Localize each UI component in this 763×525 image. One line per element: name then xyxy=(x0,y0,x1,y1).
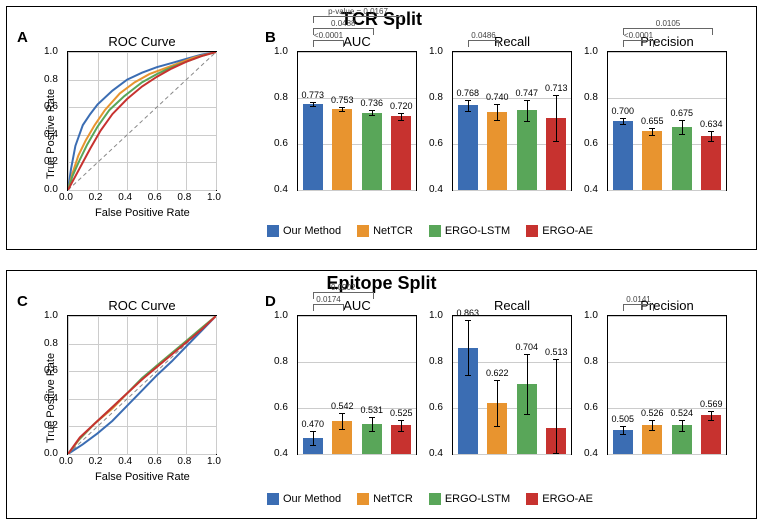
legend-item-ae: ERGO-AE xyxy=(526,225,593,237)
legend-item-net: NetTCR xyxy=(357,225,413,237)
figure: TCR Split A B ROC Curve 0.00.00.20.20.40… xyxy=(0,0,763,525)
roc-plot-a: 0.00.00.20.20.40.40.60.60.80.81.01.0 xyxy=(67,51,217,191)
panel-label-a: A xyxy=(17,29,28,46)
panel-label-d: D xyxy=(265,293,276,310)
bar-plot-auc-top: 0.40.60.81.00.7730.7530.7360.720<0.00010… xyxy=(297,51,417,191)
legend-item-ae: ERGO-AE xyxy=(526,493,593,505)
roc-xlabel-a: False Positive Rate xyxy=(95,207,190,219)
bar-plot-prec-bot: 0.40.60.81.00.5050.5260.5240.5690.0141 xyxy=(607,315,727,455)
roc-ylabel-a: True Positive Rate xyxy=(45,89,57,179)
bar-plot-prec-top: 0.40.60.81.00.7000.6550.6750.634<0.00010… xyxy=(607,51,727,191)
bar-plot-auc-bot: 0.40.60.81.00.4700.5420.5310.5250.01740.… xyxy=(297,315,417,455)
roc-title-c: ROC Curve xyxy=(67,298,217,313)
roc-plot-c: 0.00.00.20.20.40.40.60.60.80.81.01.0 xyxy=(67,315,217,455)
bar-plot-recall-bot: 0.40.60.81.00.8630.6220.7040.513 xyxy=(452,315,572,455)
legend-item-lstm: ERGO-LSTM xyxy=(429,493,510,505)
panel-tcr: TCR Split A B ROC Curve 0.00.00.20.20.40… xyxy=(6,6,757,250)
panel-label-b: B xyxy=(265,29,276,46)
legend-top: Our Method NetTCR ERGO-LSTM ERGO-AE xyxy=(267,225,593,237)
roc-title-a: ROC Curve xyxy=(67,34,217,49)
roc-ylabel-c: True Positive Rate xyxy=(45,353,57,443)
legend-item-net: NetTCR xyxy=(357,493,413,505)
legend-item-lstm: ERGO-LSTM xyxy=(429,225,510,237)
legend-item-our: Our Method xyxy=(267,493,341,505)
legend-item-our: Our Method xyxy=(267,225,341,237)
section-title-epitope: Epitope Split xyxy=(7,273,756,294)
roc-xlabel-c: False Positive Rate xyxy=(95,471,190,483)
legend-bot: Our Method NetTCR ERGO-LSTM ERGO-AE xyxy=(267,493,593,505)
bar-plot-recall-top: 0.40.60.81.00.7680.7400.7470.7130.0486 xyxy=(452,51,572,191)
panel-label-c: C xyxy=(17,293,28,310)
panel-epitope: Epitope Split C D ROC Curve 0.00.00.20.2… xyxy=(6,270,757,519)
